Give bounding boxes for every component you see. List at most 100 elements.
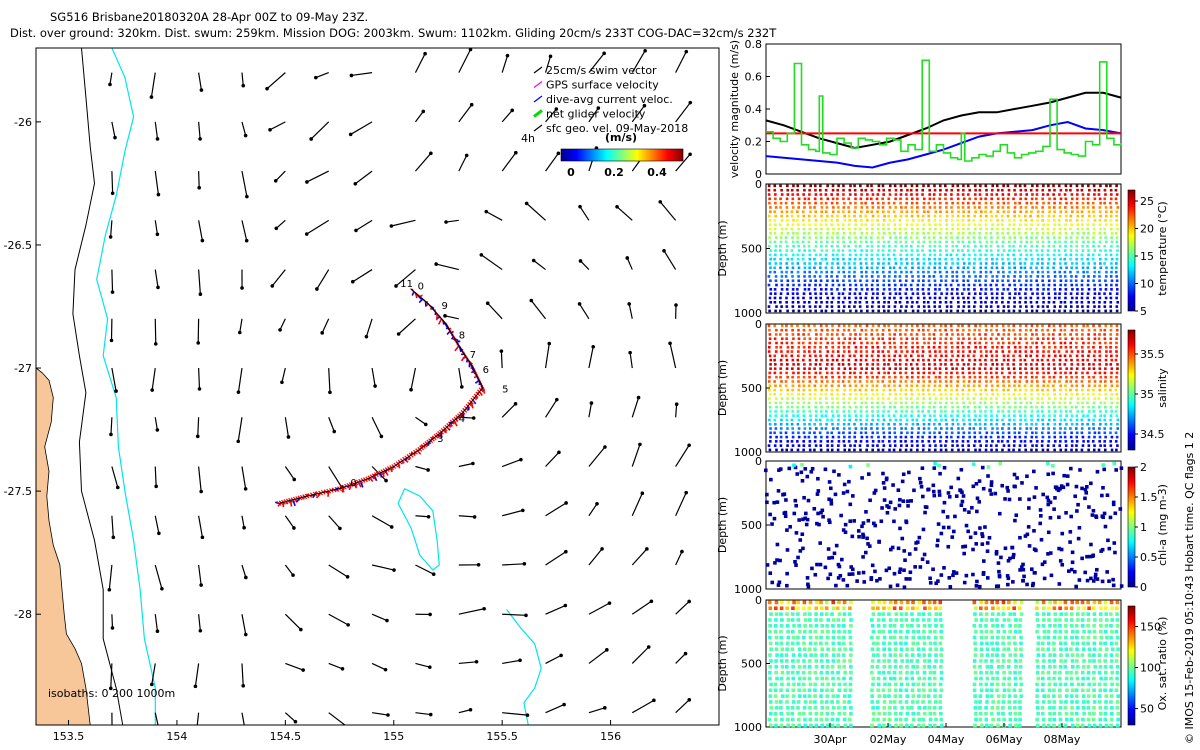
salinity-data-point — [910, 440, 914, 443]
temperature-data-point — [785, 288, 789, 291]
current-vector-head — [244, 732, 248, 736]
salinity-data-point — [1046, 337, 1050, 341]
temperature-data-point — [785, 270, 788, 274]
salinity-data-point — [1013, 440, 1016, 443]
temperature-data-point — [870, 188, 874, 192]
current-vector — [355, 219, 373, 231]
salinity-data-point — [797, 401, 800, 405]
temperature-data-point — [1041, 244, 1045, 248]
salinity-data-point — [1087, 405, 1090, 409]
current-vector-head — [531, 258, 536, 263]
current-vector-head — [627, 302, 631, 306]
chl-a-data-point — [986, 465, 991, 469]
temperature-data-point — [791, 292, 795, 295]
chl-a-data-point — [926, 487, 930, 492]
temperature-data-point — [894, 236, 898, 239]
salinity-data-point — [780, 324, 784, 328]
salinity-data-point — [808, 388, 812, 392]
temperature-data-point — [956, 201, 960, 205]
salinity-data-point — [807, 384, 811, 388]
temperature-data-point — [916, 206, 919, 209]
current-vector — [501, 55, 509, 73]
temperature-data-point — [949, 266, 953, 270]
chl-a-data-point — [788, 525, 792, 529]
salinity-data-point — [841, 380, 845, 383]
chl-a-data-point — [805, 576, 810, 580]
temperature-data-point — [979, 288, 983, 291]
salinity-data-point — [1059, 354, 1062, 358]
salinity-data-point — [955, 440, 959, 443]
temperature-data-point — [1064, 288, 1068, 291]
salinity-data-point — [1115, 375, 1118, 379]
current-vector-head — [115, 485, 120, 490]
temperature-data-point — [882, 188, 886, 192]
temperature-data-point — [995, 240, 999, 244]
salinity-data-point — [927, 422, 931, 426]
salinity-data-point — [1080, 380, 1084, 383]
temperature-data-point — [807, 288, 811, 291]
temperature-data-point — [909, 296, 913, 300]
temperature-y-tick-label: 0 — [755, 178, 762, 191]
salinity-data-point — [768, 388, 771, 392]
temperature-data-point — [905, 201, 908, 205]
temperature-colorbar-label: temperature (°C) — [1156, 201, 1169, 295]
salinity-data-point — [1082, 324, 1085, 328]
current-vector — [154, 269, 159, 288]
salinity-data-point — [899, 375, 903, 379]
current-vector-head — [286, 435, 291, 439]
salinity-data-point — [790, 422, 794, 426]
temperature-data-point — [887, 305, 891, 308]
current-vector-head — [110, 732, 114, 736]
temperature-data-point — [1001, 197, 1005, 201]
temperature-data-point — [917, 266, 920, 270]
salinity-data-point — [995, 337, 998, 341]
temperature-data-point — [877, 188, 881, 192]
salinity-data-point — [927, 328, 930, 332]
temperature-data-point — [951, 279, 955, 283]
current-vector — [545, 502, 567, 517]
temperature-data-point — [922, 305, 926, 308]
chl-a-data-point — [913, 565, 917, 569]
salinity-data-point — [916, 345, 920, 349]
salinity-data-point — [961, 341, 964, 345]
salinity-data-point — [871, 431, 875, 435]
salinity-data-point — [957, 427, 960, 430]
salinity-data-point — [933, 358, 936, 362]
salinity-data-point — [898, 354, 902, 358]
current-vector — [328, 515, 341, 529]
temperature-data-point — [962, 266, 966, 270]
salinity-data-point — [1042, 350, 1045, 353]
temperature-data-point — [842, 184, 845, 188]
chl-a-data-point — [938, 471, 942, 476]
salinity-data-point — [1007, 431, 1011, 435]
temperature-data-point — [1103, 232, 1107, 235]
salinity-data-point — [831, 367, 834, 370]
current-vector — [395, 269, 416, 287]
current-vector-head — [688, 100, 693, 105]
current-vector-head — [687, 443, 691, 448]
temperature-data-point — [915, 300, 919, 304]
temperature-data-point — [1070, 275, 1073, 278]
salinity-data-point — [1019, 337, 1022, 341]
salinity-data-point — [791, 431, 795, 435]
salinity-data-point — [790, 418, 794, 422]
chl-a-data-point — [870, 563, 875, 568]
current-vector — [110, 220, 113, 237]
salinity-data-point — [1082, 397, 1085, 400]
temperature-data-point — [802, 193, 805, 196]
salinity-data-point — [973, 440, 977, 443]
temperature-data-point — [1075, 300, 1079, 304]
current-vector-head — [645, 547, 649, 551]
salinity-data-point — [877, 448, 880, 452]
salinity-data-point — [888, 418, 892, 422]
salinity-data-point — [899, 388, 903, 392]
salinity-data-point — [1013, 384, 1016, 388]
temperature-data-point — [1029, 283, 1033, 287]
temperature-data-point — [1018, 257, 1022, 261]
salinity-data-point — [928, 401, 932, 405]
salinity-data-point — [791, 388, 794, 392]
chl-a-data-point — [881, 481, 886, 485]
current-vector — [631, 397, 640, 418]
temperature-data-point — [984, 309, 988, 313]
temperature-data-point — [1064, 210, 1068, 214]
